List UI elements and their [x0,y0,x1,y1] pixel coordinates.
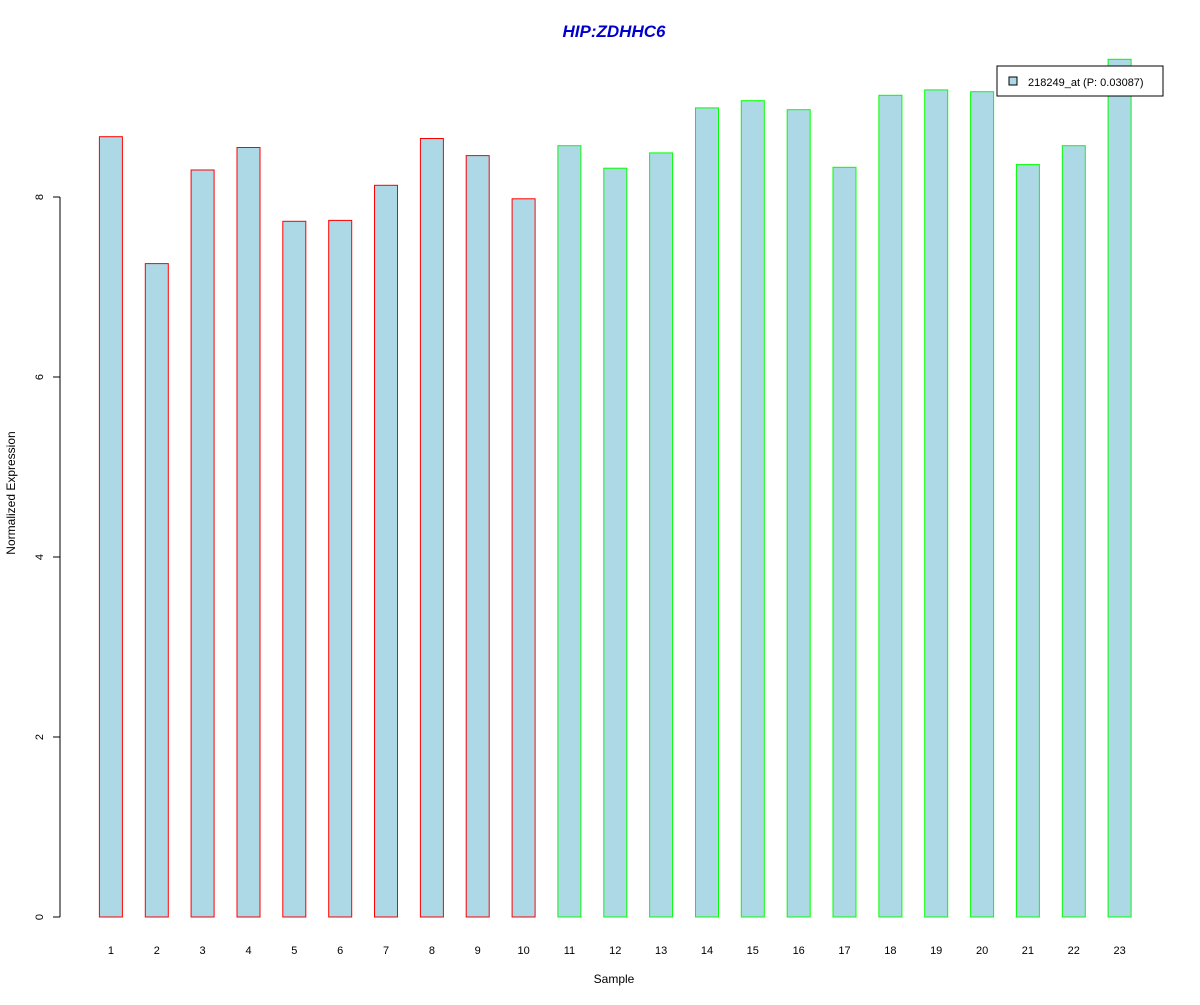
bar-sample-5 [282,220,307,918]
bar-sample-4 [236,147,261,918]
x-tick-label: 5 [291,945,297,957]
y-tick-label: 8 [34,194,46,200]
bar-sample-10 [511,198,536,918]
x-tick-label: 17 [838,945,850,957]
x-tick-labels: 1 2 3 4 5 6 7 8 9 10 11 12 13 14 15 16 17 18 19 20 21 22 23 [108,945,1126,957]
x-tick-label: 2 [154,945,160,957]
y-tick-label: 6 [34,374,46,380]
legend-label: 218249_at (P: 0.03087) [1028,77,1144,89]
x-tick-label: 21 [1022,945,1034,957]
bar-sample-21 [1015,164,1040,918]
bar-sample-22 [1061,145,1086,918]
bar-sample-11 [557,145,582,918]
x-tick-label: 15 [747,945,759,957]
x-tick-label: 12 [609,945,621,957]
x-tick-label: 9 [475,945,481,957]
bar-sample-20 [970,91,995,918]
bar-sample-9 [465,155,490,918]
chart-title: HIP:ZDHHC6 [563,22,666,41]
bar-sample-13 [649,152,674,918]
x-tick-label: 10 [517,945,529,957]
x-tick-label: 19 [930,945,942,957]
bar-sample-15 [740,100,765,918]
bar-sample-6 [328,219,353,918]
x-tick-label: 8 [429,945,435,957]
x-tick-label: 16 [793,945,805,957]
bars-group [98,58,1132,918]
y-tick-label: 4 [34,554,46,560]
bar-sample-23 [1107,58,1132,918]
y-tick-label: 0 [34,914,46,920]
y-axis-label: Normalized Expression [4,431,18,554]
bar-sample-17 [832,166,857,918]
x-tick-label: 22 [1068,945,1080,957]
legend-box [996,65,1164,97]
y-tick-label: 2 [34,734,46,740]
bar-sample-14 [695,107,719,918]
x-tick-label: 20 [976,945,988,957]
bar-sample-16 [786,109,811,918]
bar-sample-3 [190,169,215,918]
y-axis: 0 2 4 6 8 [34,194,61,920]
bar-sample-7 [374,184,398,918]
x-tick-label: 14 [701,945,713,957]
bar-sample-18 [878,94,903,918]
x-tick-label: 13 [655,945,667,957]
bar-sample-2 [144,263,169,918]
legend-swatch [1008,76,1018,86]
x-tick-label: 18 [884,945,896,957]
legend: 218249_at (P: 0.03087) [996,65,1164,97]
x-tick-label: 4 [245,945,251,957]
x-tick-label: 1 [108,945,114,957]
bar-sample-1 [98,136,123,918]
bar-sample-12 [603,167,628,918]
x-tick-label: 6 [337,945,343,957]
bar-sample-8 [419,138,444,918]
bar-sample-19 [924,89,949,918]
x-axis-label: Sample [594,972,635,986]
x-tick-label: 11 [564,945,575,957]
x-tick-label: 3 [200,945,206,957]
x-tick-label: 23 [1113,945,1125,957]
x-tick-label: 7 [383,945,389,957]
